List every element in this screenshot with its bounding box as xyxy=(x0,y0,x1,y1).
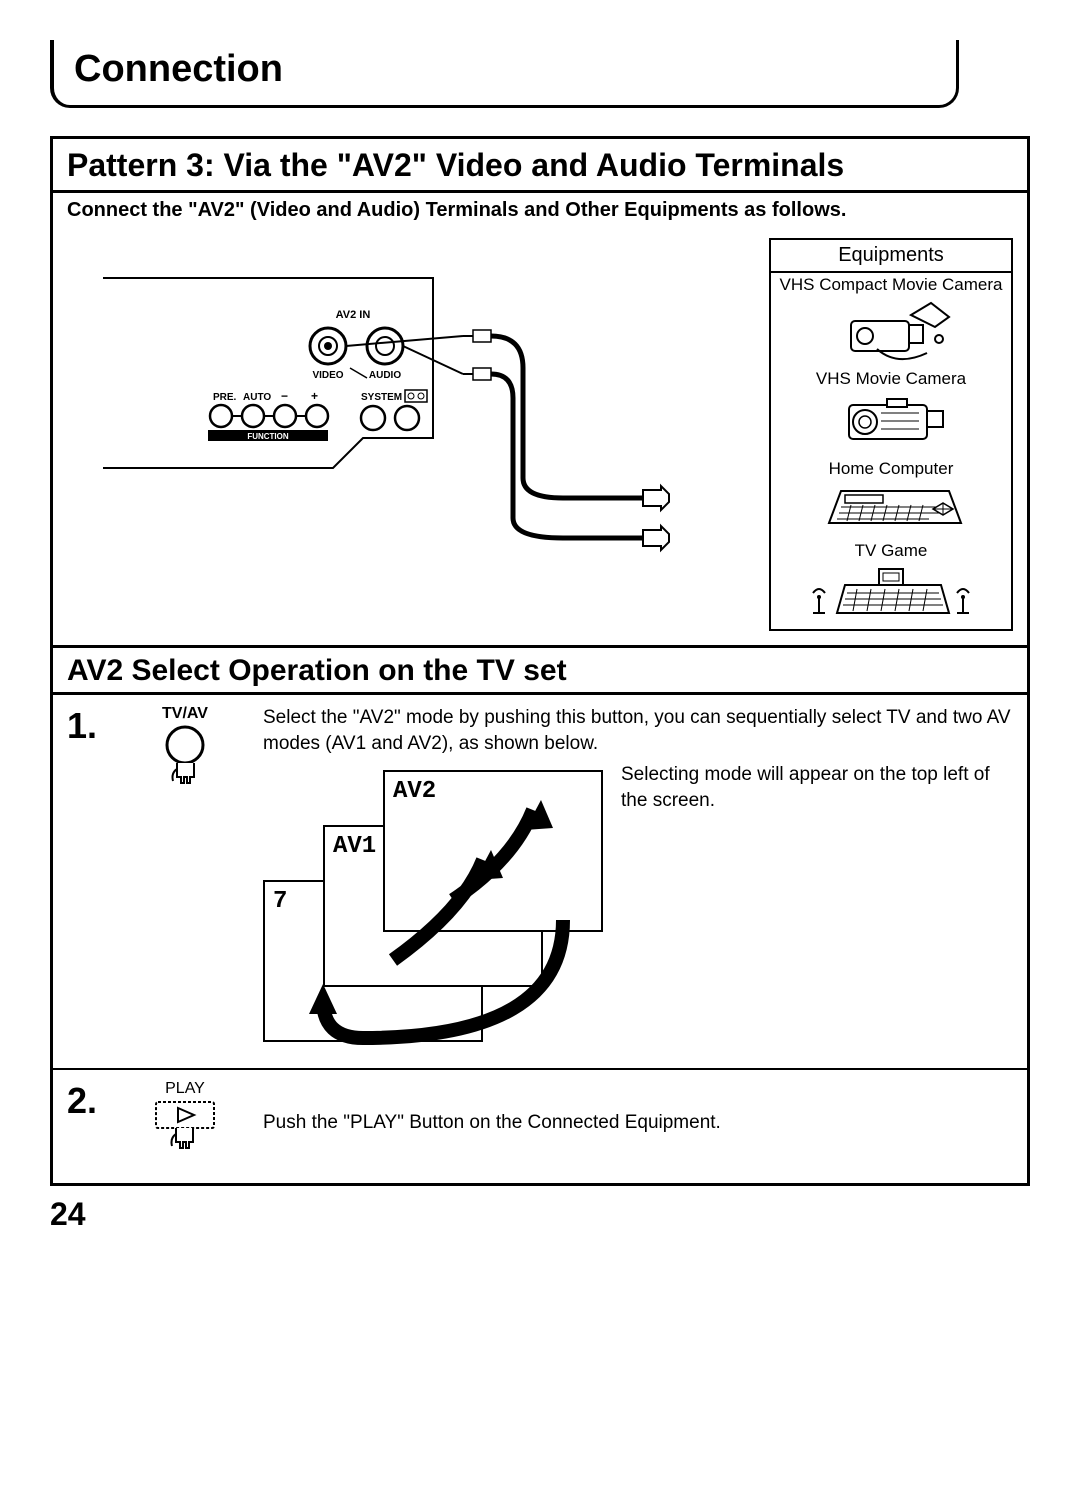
camcorder-shoulder-icon xyxy=(821,391,961,451)
mode-screens-diagram: 7 AV1 AV2 xyxy=(263,770,603,1050)
page-number: 24 xyxy=(50,1196,1030,1233)
tvav-button-diagram: TV/AV xyxy=(125,705,245,1050)
tv-back-panel-diagram: AV2 IN VIDEO AUDIO PRE. AUTO − + xyxy=(67,238,759,618)
home-computer-icon xyxy=(811,481,971,533)
equip-label: VHS Movie Camera xyxy=(816,369,966,388)
svg-text:PRE.: PRE. xyxy=(213,392,237,403)
step-number: 1. xyxy=(67,705,107,1050)
section-intro: Connect the "AV2" (Video and Audio) Term… xyxy=(53,193,1027,232)
play-button-diagram: PLAY xyxy=(125,1080,245,1165)
step-number: 2. xyxy=(67,1080,107,1165)
step-1: 1. TV/AV Select the "AV2" mode by pushin… xyxy=(53,695,1027,1068)
svg-text:−: − xyxy=(281,389,288,403)
equip-tv-game: TV Game xyxy=(771,539,1011,629)
svg-text:FUNCTION: FUNCTION xyxy=(247,432,289,441)
main-content-box: Pattern 3: Via the "AV2" Video and Audio… xyxy=(50,136,1030,1186)
equipments-box: Equipments VHS Compact Movie Camera VHS … xyxy=(769,238,1013,631)
connection-diagram: AV2 IN VIDEO AUDIO PRE. AUTO − + xyxy=(53,232,1027,645)
camcorder-compact-icon xyxy=(821,297,961,361)
step-body: Select the "AV2" mode by pushing this bu… xyxy=(263,705,1013,1050)
equip-vhs-compact: VHS Compact Movie Camera xyxy=(771,273,1011,367)
equip-home-computer: Home Computer xyxy=(771,457,1011,539)
equipments-header: Equipments xyxy=(771,240,1011,273)
equip-label: Home Computer xyxy=(829,459,954,478)
step2-text: Push the "PLAY" Button on the Connected … xyxy=(263,1110,1013,1136)
tvav-label: TV/AV xyxy=(125,705,245,723)
step1-note: Selecting mode will appear on the top le… xyxy=(621,762,1013,813)
page-title: Connection xyxy=(74,48,936,91)
screen-av2: AV2 xyxy=(383,770,603,932)
step1-text: Select the "AV2" mode by pushing this bu… xyxy=(263,705,1013,756)
svg-text:SYSTEM: SYSTEM xyxy=(361,392,402,403)
section-title: Pattern 3: Via the "AV2" Video and Audio… xyxy=(53,139,1027,190)
svg-text:+: + xyxy=(311,389,318,403)
tv-game-icon xyxy=(801,563,981,623)
svg-text:VIDEO: VIDEO xyxy=(312,370,343,381)
equip-label: TV Game xyxy=(855,541,928,560)
svg-text:AUTO: AUTO xyxy=(243,392,271,403)
step-body: Push the "PLAY" Button on the Connected … xyxy=(263,1080,1013,1165)
svg-text:AUDIO: AUDIO xyxy=(369,370,401,381)
operation-title: AV2 Select Operation on the TV set xyxy=(53,648,1027,692)
play-button-icon xyxy=(150,1098,220,1160)
page-header-tab: Connection xyxy=(50,40,959,108)
svg-text:AV2 IN: AV2 IN xyxy=(336,309,371,321)
equip-label: VHS Compact Movie Camera xyxy=(780,275,1003,294)
push-button-icon xyxy=(155,723,215,795)
step-2: 2. PLAY Push the "PLAY" Button on the Co… xyxy=(53,1070,1027,1183)
play-label: PLAY xyxy=(125,1080,245,1098)
equip-vhs-movie: VHS Movie Camera xyxy=(771,367,1011,457)
